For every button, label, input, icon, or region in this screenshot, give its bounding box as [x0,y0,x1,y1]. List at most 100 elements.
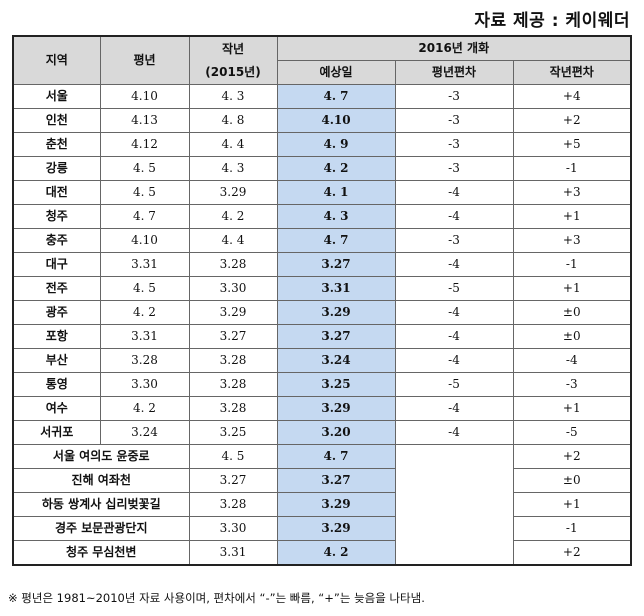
normal-diff-cell: -4 [394,300,514,325]
normal-diff-cell: -4 [394,180,514,205]
normal-diff-cell: -4 [394,420,514,445]
table-row: 강릉 4. 5 4. 3 4. 2 -3 -1 [12,156,632,181]
last-year-diff-cell: +4 [512,84,632,109]
source-label: 자료 제공 : 케이웨더 [474,11,630,31]
region-cell: 대전 [12,180,101,205]
normal-date-cell: 3.28 [99,348,190,373]
last-year-diff-cell: +5 [512,132,632,157]
normal-date-cell: 4. 5 [99,156,190,181]
last-year-diff-cell: +1 [512,204,632,229]
predicted-date-cell: 4. 1 [276,180,396,205]
header-normal-diff: 평년편차 [394,60,514,85]
normal-date-cell: 3.24 [99,420,190,445]
normal-diff-cell: -4 [394,252,514,277]
table-row: 서울 4.10 4. 3 4. 7 -3 +4 [12,84,632,109]
last-year-diff-cell: ±0 [512,300,632,325]
normal-date-cell: 4. 5 [99,180,190,205]
last-year-diff-cell: -1 [512,516,632,541]
spot-name-cell: 진해 여좌천 [12,468,190,493]
predicted-date-cell: 4.10 [276,108,396,133]
predicted-date-cell: 3.31 [276,276,396,301]
header-last-year: 작년 (2015년) [188,35,278,85]
table-row: 여수 4. 2 3.28 3.29 -4 +1 [12,396,632,421]
header-last-year-diff: 작년편차 [512,60,632,85]
normal-diff-cell: -3 [394,84,514,109]
bloom-forecast-table: 지역 평년 작년 (2015년) 2016년 개화 예상일 평년편차 작년편차 … [12,35,633,566]
last-year-diff-cell: -1 [512,252,632,277]
last-year-date-cell: 4. 5 [188,444,278,469]
header-last-year-sub: (2015년) [205,64,261,79]
region-cell: 전주 [12,276,101,301]
predicted-date-cell: 3.25 [276,372,396,397]
region-cell: 서울 [12,84,101,109]
last-year-date-cell: 3.27 [188,324,278,349]
normal-date-cell: 4.10 [99,228,190,253]
last-year-diff-cell: -5 [512,420,632,445]
predicted-date-cell: 3.27 [276,252,396,277]
region-cell: 춘천 [12,132,101,157]
normal-date-cell: 4.13 [99,108,190,133]
region-cell: 여수 [12,396,101,421]
table-row: 전주 4. 5 3.30 3.31 -5 +1 [12,276,632,301]
predicted-date-cell: 4. 2 [276,540,396,566]
footnote: ※ 평년은 1981~2010년 자료 사용이며, 편차에서 “-”는 빠름, … [8,591,425,605]
last-year-date-cell: 4. 3 [188,84,278,109]
last-year-date-cell: 3.30 [188,516,278,541]
region-cell: 광주 [12,300,101,325]
last-year-date-cell: 3.28 [188,396,278,421]
normal-diff-cell: -3 [394,156,514,181]
predicted-date-cell: 3.29 [276,396,396,421]
table-row: 포항 3.31 3.27 3.27 -4 ±0 [12,324,632,349]
predicted-date-cell: 3.29 [276,516,396,541]
last-year-date-cell: 3.29 [188,180,278,205]
region-cell: 포항 [12,324,101,349]
last-year-date-cell: 4. 4 [188,228,278,253]
predicted-date-cell: 4. 3 [276,204,396,229]
predicted-date-cell: 4. 2 [276,156,396,181]
predicted-date-cell: 3.20 [276,420,396,445]
last-year-date-cell: 4. 4 [188,132,278,157]
last-year-date-cell: 3.29 [188,300,278,325]
predicted-date-cell: 3.27 [276,324,396,349]
last-year-date-cell: 3.27 [188,468,278,493]
normal-date-cell: 4. 2 [99,300,190,325]
table-row: 청주 4. 7 4. 2 4. 3 -4 +1 [12,204,632,229]
predicted-date-cell: 4. 7 [276,84,396,109]
predicted-date-cell: 3.27 [276,468,396,493]
last-year-date-cell: 3.28 [188,492,278,517]
normal-date-cell: 4.10 [99,84,190,109]
region-cell: 서귀포 [12,420,101,445]
spot-name-cell: 경주 보문관광단지 [12,516,190,541]
normal-diff-cell: -4 [394,204,514,229]
last-year-date-cell: 3.28 [188,348,278,373]
normal-date-cell: 3.31 [99,324,190,349]
table-row: 부산 3.28 3.28 3.24 -4 -4 [12,348,632,373]
table-row: 진해 여좌천 3.27 3.27 ±0 [12,468,632,493]
region-cell: 부산 [12,348,101,373]
normal-diff-cell: -5 [394,372,514,397]
last-year-date-cell: 3.31 [188,540,278,566]
predicted-date-cell: 4. 7 [276,444,396,469]
normal-date-cell: 4. 7 [99,204,190,229]
normal-diff-cell: -4 [394,348,514,373]
last-year-diff-cell: +1 [512,276,632,301]
normal-diff-cell: -5 [394,276,514,301]
table-row: 청주 무심천변 3.31 4. 2 +2 [12,540,632,566]
last-year-diff-cell: +1 [512,492,632,517]
normal-diff-cell: -3 [394,108,514,133]
last-year-date-cell: 3.28 [188,252,278,277]
header-normal: 평년 [99,35,190,85]
last-year-date-cell: 4. 2 [188,204,278,229]
last-year-diff-cell: +3 [512,228,632,253]
spot-name-cell: 서울 여의도 윤중로 [12,444,190,469]
normal-diff-cell: -3 [394,228,514,253]
predicted-date-cell: 4. 7 [276,228,396,253]
table-row: 대구 3.31 3.28 3.27 -4 -1 [12,252,632,277]
last-year-date-cell: 3.30 [188,276,278,301]
predicted-date-cell: 3.29 [276,300,396,325]
normal-date-cell: 4. 2 [99,396,190,421]
region-cell: 청주 [12,204,101,229]
table-row: 서울 여의도 윤중로 4. 5 4. 7 +2 [12,444,632,566]
region-cell: 충주 [12,228,101,253]
region-cell: 통영 [12,372,101,397]
